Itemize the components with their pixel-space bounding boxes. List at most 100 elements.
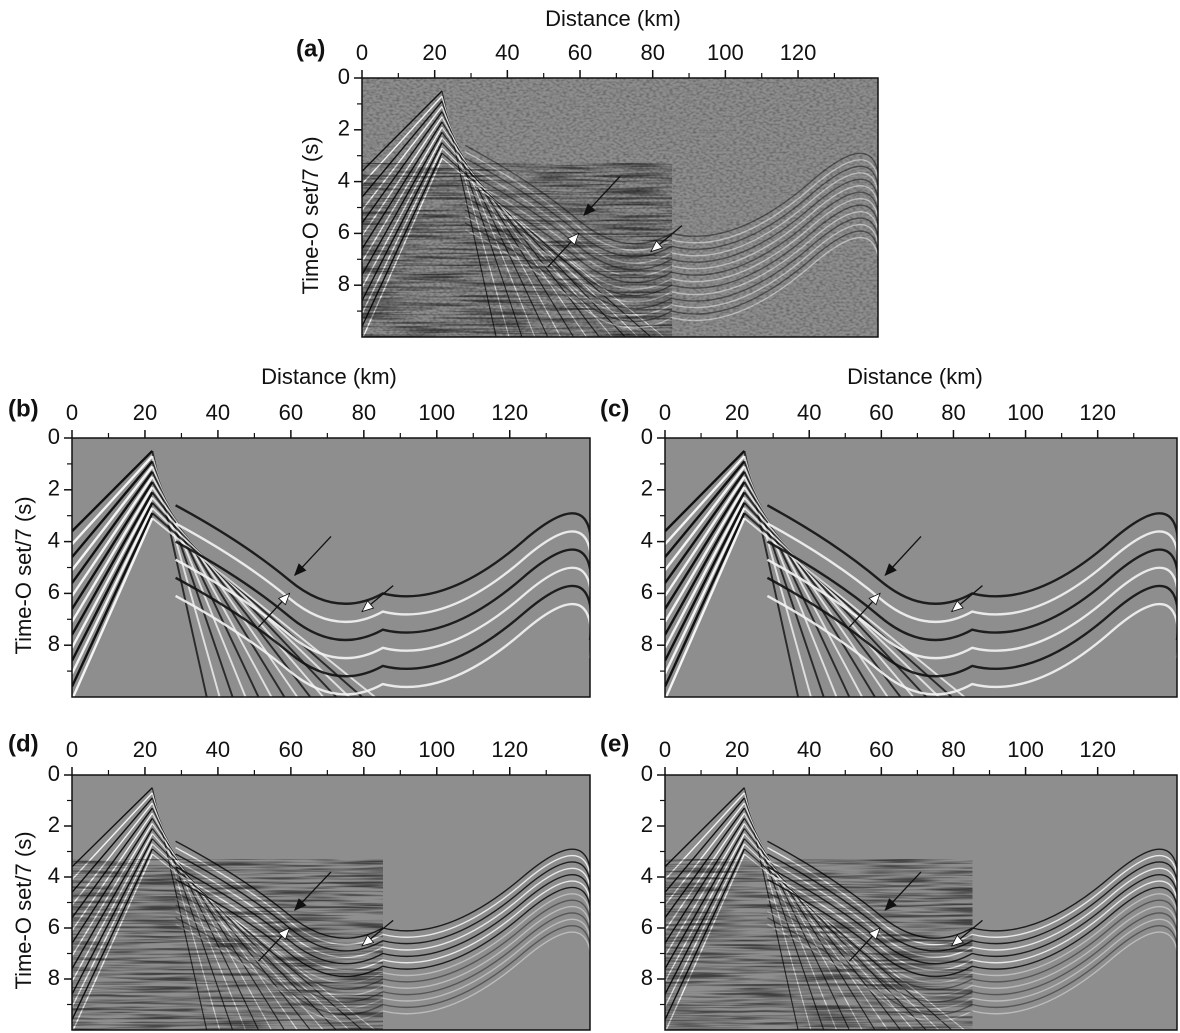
event xyxy=(72,470,154,584)
x-tick-label: 60 xyxy=(279,737,303,762)
panel-label: (b) xyxy=(8,395,39,422)
arrow-head xyxy=(294,563,307,577)
event xyxy=(362,90,443,172)
arrow-head xyxy=(277,927,291,940)
x-tick-label: 0 xyxy=(356,40,368,65)
y-tick-label: 8 xyxy=(338,271,350,296)
x-tick-label: 120 xyxy=(780,40,817,65)
event xyxy=(766,540,1177,642)
y-tick-label: 4 xyxy=(48,863,60,888)
panel: 0 20 40 60 80 100 120 0 2 4 6 8 (c) Distance (km) xyxy=(600,364,1178,698)
event xyxy=(743,512,953,697)
event xyxy=(175,594,590,696)
y-tick-label: 6 xyxy=(338,219,350,244)
x-tick-label: 40 xyxy=(797,400,821,425)
event xyxy=(72,476,154,597)
y-tick-label: 2 xyxy=(641,476,653,501)
texture xyxy=(72,859,383,1030)
event xyxy=(665,497,746,649)
event xyxy=(665,470,746,584)
event xyxy=(665,517,746,697)
event xyxy=(665,502,746,662)
y-tick-label: 6 xyxy=(48,579,60,604)
x-axis-label: Distance (km) xyxy=(261,364,397,389)
x-tick-label: 100 xyxy=(418,737,455,762)
texture xyxy=(665,859,973,1030)
seismic-image xyxy=(72,438,590,697)
y-tick-label: 0 xyxy=(641,761,653,786)
y-tick-label: 8 xyxy=(641,965,653,990)
event xyxy=(175,558,590,660)
y-tick-label: 8 xyxy=(641,631,653,656)
x-tick-label: 120 xyxy=(1079,737,1116,762)
x-tick-label: 20 xyxy=(133,400,157,425)
event xyxy=(766,558,1177,660)
seismic-image xyxy=(665,438,1177,697)
event xyxy=(72,486,154,623)
arrow-head xyxy=(361,600,375,613)
x-tick-label: 80 xyxy=(941,400,965,425)
arrow-head xyxy=(884,898,897,911)
arrow-head xyxy=(277,592,291,606)
arrow-head xyxy=(294,898,307,911)
x-tick-label: 0 xyxy=(659,400,671,425)
x-tick-label: 0 xyxy=(66,400,78,425)
x-tick-label: 80 xyxy=(640,40,664,65)
event xyxy=(72,450,154,533)
y-tick-label: 0 xyxy=(48,761,60,786)
panel-label: (a) xyxy=(296,35,325,62)
event xyxy=(72,787,153,868)
event xyxy=(175,504,590,605)
event xyxy=(665,486,746,623)
event xyxy=(175,522,590,624)
x-tick-label: 0 xyxy=(66,737,78,762)
event xyxy=(665,465,746,571)
seismic-image xyxy=(362,78,878,337)
x-axis-label: Distance (km) xyxy=(545,6,681,31)
event xyxy=(665,787,745,868)
y-tick-label: 2 xyxy=(641,812,653,837)
y-tick-label: 2 xyxy=(48,812,60,837)
event xyxy=(665,455,746,545)
x-tick-label: 100 xyxy=(1007,400,1044,425)
panel-label: (c) xyxy=(600,395,629,422)
x-tick-label: 120 xyxy=(491,400,528,425)
x-tick-label: 20 xyxy=(133,737,157,762)
event xyxy=(743,491,902,697)
event xyxy=(72,512,154,688)
x-tick-label: 0 xyxy=(659,737,671,762)
event xyxy=(72,455,154,545)
x-tick-label: 100 xyxy=(707,40,744,65)
event xyxy=(151,512,363,697)
event xyxy=(665,476,746,597)
y-tick-label: 4 xyxy=(338,167,350,192)
y-tick-label: 4 xyxy=(48,527,60,552)
event xyxy=(72,517,154,697)
panel: 0 20 40 60 80 100 120 0 2 4 6 8 (a) Distance (km) Time… xyxy=(296,6,879,338)
event xyxy=(72,497,154,649)
event xyxy=(766,594,1177,696)
event xyxy=(72,502,154,662)
seismic-image xyxy=(72,775,590,1030)
y-axis-label: Time-O set/7 (s) xyxy=(298,136,323,294)
event xyxy=(72,465,154,571)
y-tick-label: 6 xyxy=(48,914,60,939)
event xyxy=(175,540,590,642)
y-tick-label: 6 xyxy=(641,914,653,939)
panel: 0 20 40 60 80 100 120 0 2 4 6 8 (b) Distance (km) Time… xyxy=(8,364,591,698)
x-tick-label: 120 xyxy=(1079,400,1116,425)
texture xyxy=(362,163,672,337)
event xyxy=(72,460,154,558)
x-tick-label: 40 xyxy=(495,40,519,65)
event xyxy=(665,481,746,610)
y-axis-label: Time-O set/7 (s) xyxy=(11,831,36,989)
x-tick-label: 40 xyxy=(206,737,230,762)
arrow-head xyxy=(567,232,580,246)
x-tick-label: 80 xyxy=(941,737,965,762)
event xyxy=(665,507,746,675)
x-tick-label: 20 xyxy=(422,40,446,65)
x-tick-label: 20 xyxy=(725,737,749,762)
event xyxy=(72,491,154,636)
event xyxy=(665,460,746,558)
